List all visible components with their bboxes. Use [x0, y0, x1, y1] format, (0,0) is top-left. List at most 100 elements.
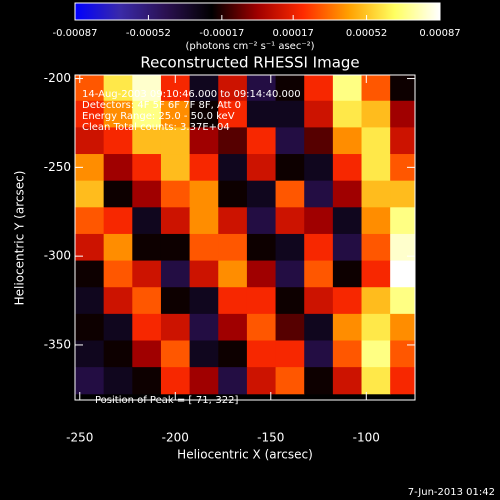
cell: [304, 367, 334, 395]
cell: [132, 367, 162, 395]
cell: [218, 287, 248, 315]
peak-label: Position of Peak = [-71,-322]: [95, 395, 239, 406]
cell: [75, 287, 105, 315]
image: [75, 75, 415, 395]
cell: [390, 75, 415, 102]
annotation: Detectors: 4F 5F 6F 7F 8F, Att 0: [82, 100, 241, 111]
colorbar-label: (photons cm⁻² s⁻¹ asec⁻²): [185, 41, 314, 52]
cell: [103, 180, 133, 208]
cell: [361, 207, 391, 235]
cell: [275, 207, 305, 235]
cell: [103, 154, 133, 182]
annotation: Energy Range: 25.0 - 50.0 keV: [82, 111, 235, 122]
cell: [246, 340, 277, 368]
cell: [332, 127, 363, 155]
cell: [390, 127, 415, 155]
cell: [218, 260, 248, 288]
cell: [332, 75, 363, 102]
cell: [75, 100, 105, 128]
cell: [361, 367, 391, 395]
colorbar-tick-label: 0.00017: [272, 28, 313, 39]
cell: [218, 313, 248, 342]
cell: [132, 260, 162, 288]
cell: [246, 233, 277, 262]
cell: [75, 367, 105, 395]
y-axis-label: Heliocentric Y (arcsec): [13, 171, 27, 306]
cell: [275, 233, 305, 262]
cell: [332, 233, 363, 262]
cell: [132, 207, 162, 235]
cell: [75, 127, 105, 155]
cell: [275, 180, 305, 208]
x-tick-label: -200: [162, 431, 189, 445]
cell: [75, 207, 105, 235]
cell: [218, 127, 248, 155]
cell: [275, 367, 305, 395]
cell: [189, 207, 219, 235]
cell: [246, 287, 277, 315]
cell: [361, 180, 391, 208]
cell: [189, 260, 219, 288]
cell: [304, 340, 334, 368]
cell: [189, 340, 219, 368]
cell: [75, 180, 105, 208]
cell: [189, 100, 219, 128]
cell: [275, 287, 305, 315]
y-tick-label: -250: [44, 160, 71, 174]
cell: [390, 367, 415, 395]
cell: [361, 260, 391, 288]
x-tick-label: -150: [257, 431, 284, 445]
cell: [218, 180, 248, 208]
cell: [304, 207, 334, 235]
cell: [275, 340, 305, 368]
cell: [189, 233, 219, 262]
cell: [390, 180, 415, 208]
cell: [160, 127, 191, 155]
cell: [304, 127, 334, 155]
cell: [103, 367, 133, 395]
cell: [218, 367, 248, 395]
cell: [189, 313, 219, 342]
cell: [246, 260, 277, 288]
cell: [361, 233, 391, 262]
cell: [189, 127, 219, 155]
cell: [275, 75, 305, 102]
cell: [160, 313, 191, 342]
cell: [390, 313, 415, 342]
cell: [332, 340, 363, 368]
cell: [304, 313, 334, 342]
cell: [304, 154, 334, 182]
cell: [218, 75, 248, 102]
plot-frame: [74, 74, 416, 401]
cell: [103, 313, 133, 342]
cell: [160, 260, 191, 288]
cell: [361, 154, 391, 182]
cell: [246, 100, 277, 128]
cell: [275, 154, 305, 182]
cell: [103, 207, 133, 235]
cell: [218, 340, 248, 368]
cell: [332, 100, 363, 128]
cell: [332, 154, 363, 182]
cell: [304, 233, 334, 262]
cell: [160, 340, 191, 368]
cell: [332, 180, 363, 208]
cell: [361, 340, 391, 368]
cell: [246, 207, 277, 235]
colorbar-tick-label: 0.00087: [419, 28, 460, 39]
cell: [332, 287, 363, 315]
y-tick-label: -300: [44, 249, 71, 263]
cell: [160, 233, 191, 262]
cell: [132, 75, 162, 102]
annotation: 14-Aug-2003 09:10:46.000 to 09:14:40.000: [82, 89, 301, 100]
cell: [275, 100, 305, 128]
cell: [160, 287, 191, 315]
x-tick-label: -250: [66, 431, 93, 445]
cell: [390, 287, 415, 315]
cell: [189, 154, 219, 182]
cell: [218, 100, 248, 128]
cell: [132, 127, 162, 155]
colorbar-tick-label: -0.00087: [53, 28, 98, 39]
cell: [361, 127, 391, 155]
